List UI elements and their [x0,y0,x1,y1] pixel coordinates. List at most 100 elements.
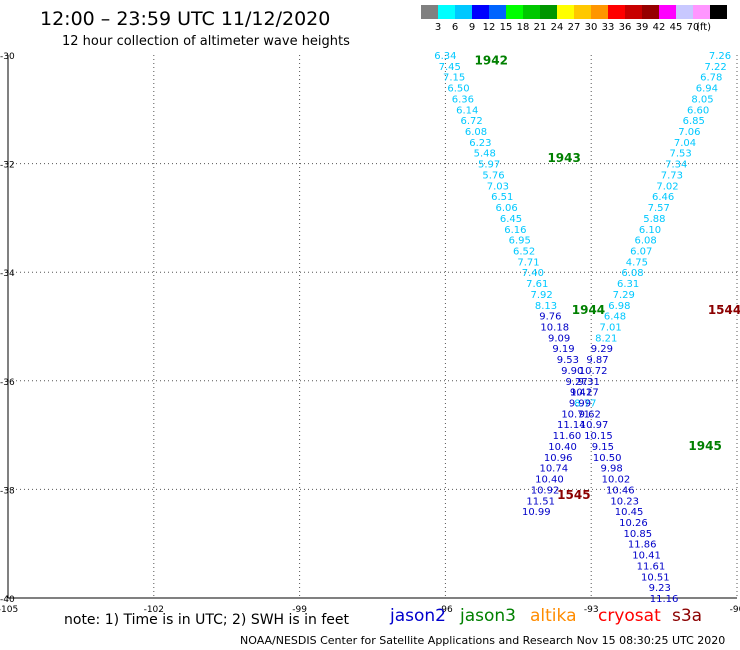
track-value-label: 7.03 [487,181,509,192]
x-tick-label: -99 [292,605,307,615]
legend-value: 15 [499,22,513,33]
track-value-label: 6.52 [513,246,535,257]
track-value-label: 10.41 [632,551,661,562]
track-value-label: 9.62 [579,409,601,420]
track-value-label: 10.18 [540,323,569,334]
track-value-label: 9.27 [565,377,587,388]
y-tick-label: -30 [0,52,15,62]
track-value-label: 6.10 [639,225,661,236]
track-value-label: 7.06 [678,127,700,138]
x-tick-label: -96 [438,605,453,615]
track-value-label: 5.97 [478,160,500,171]
track-value-label: 9.09 [548,333,570,344]
track-value-label: 6.51 [491,192,513,203]
track-value-label: 6.95 [509,236,531,247]
legend-swatch [591,5,608,19]
track-value-label: 7.26 [709,51,731,62]
track-value-label: 7.04 [674,138,696,149]
y-tick-label: -36 [0,378,15,388]
track-value-label: 10.51 [641,572,670,583]
track-value-label: 10.92 [531,485,560,496]
track-value-label: 7.45 [439,62,461,73]
track-value-label: 10.40 [535,475,564,486]
track-value-label: 9.19 [552,344,574,355]
legend-swatch [693,5,710,19]
legend-swatch [676,5,693,19]
track-value-label: 9.31 [578,377,600,388]
track-value-label: 11.16 [650,594,679,605]
track-value-label: 8.77 [574,399,596,410]
legend-swatch [421,5,438,19]
track-value-label: 6.60 [687,105,709,116]
legend-swatch [625,5,642,19]
legend-value: 6 [451,22,459,33]
y-tick-label: -40 [0,595,15,605]
track-value-label: 6.23 [469,138,491,149]
track-value-label: 7.71 [517,257,539,268]
track-value-label: 7.15 [443,73,465,84]
track-value-label: 11.61 [637,561,666,572]
track-value-label: 6.85 [683,116,705,127]
track-value-label: 6.16 [504,225,526,236]
track-value-label: 10.15 [584,431,613,442]
pass-time-label: 1943 [547,151,580,165]
track-value-label: 6.98 [608,301,630,312]
track-value-label: 6.07 [630,246,652,257]
legend-value: 30 [584,22,598,33]
x-tick-label: -93 [584,605,599,615]
track-value-label: 7.22 [704,62,726,73]
track-value-label: 7.73 [661,170,683,181]
legend-swatch [438,5,455,19]
track-value-label: 9.23 [649,583,671,594]
track-value-label: 6.72 [461,116,483,127]
track-value-label: 7.61 [526,279,548,290]
track-value-label: 6.50 [447,84,469,95]
legend-value: 18 [516,22,530,33]
legend-swatch [506,5,523,19]
track-value-label: 8.21 [595,333,617,344]
track-value-label: 10.96 [544,453,573,464]
track-value-label: 6.36 [452,94,474,105]
track-value-label: 7.01 [600,323,622,334]
track-value-label: 6.46 [652,192,674,203]
track-value-label: 9.98 [600,464,622,475]
legend-swatch [608,5,625,19]
y-tick-label: -38 [0,486,15,496]
track-value-label: 6.08 [634,236,656,247]
legend-value: 24 [550,22,564,33]
track-value-label: 10.85 [624,529,653,540]
track-value-label: 7.02 [656,181,678,192]
track-value-label: 10.50 [593,453,622,464]
track-value-label: 6.06 [496,203,518,214]
track-value-label: 9.87 [586,355,608,366]
legend-swatch [642,5,659,19]
page-subtitle: 12 hour collection of altimeter wave hei… [62,34,350,49]
legend-swatch [557,5,574,19]
track-value-label: 6.48 [604,312,626,323]
legend-swatch [523,5,540,19]
track-value-label: 10.74 [539,464,568,475]
track-value-label: 10.27 [570,388,599,399]
legend-swatch [574,5,591,19]
satellite-label-jason3: jason3 [460,606,516,626]
credit-line: NOAA/NESDIS Center for Satellite Applica… [240,634,726,647]
track-value-label: 10.40 [548,442,577,453]
track-value-label: 7.53 [669,149,691,160]
pass-time-label: 1945 [688,439,721,453]
track-value-label: 9.29 [591,344,613,355]
x-tick-label: -90 [730,605,740,615]
legend-swatch [710,5,727,19]
satellite-label-s3a: s3a [672,606,703,626]
legend-swatch [455,5,472,19]
track-value-label: 7.57 [648,203,670,214]
x-tick-label: -102 [144,605,164,615]
legend-value: 3 [434,22,442,33]
track-value-label: 6.78 [700,73,722,84]
track-value-label: 11.86 [628,540,657,551]
pass-time-label: 1944 [572,303,605,317]
track-value-label: 5.48 [474,149,496,160]
track-value-label: 10.26 [619,518,648,529]
x-tick-label: -105 [0,605,18,615]
track-value-label: 11.51 [526,496,555,507]
